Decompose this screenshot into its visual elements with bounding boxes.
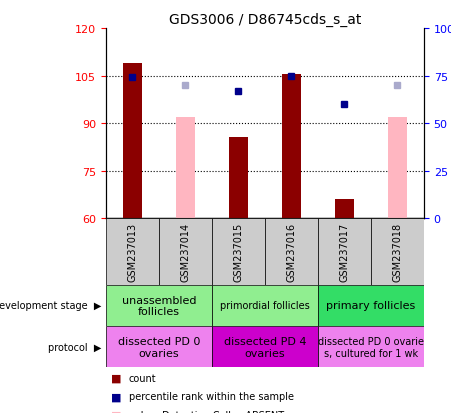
- Text: GSM237016: GSM237016: [286, 222, 296, 281]
- Bar: [318, 326, 424, 368]
- Bar: [123, 64, 142, 219]
- Bar: [106, 285, 212, 326]
- Bar: [229, 138, 248, 219]
- Text: ■: ■: [110, 373, 121, 383]
- Title: GDS3006 / D86745cds_s_at: GDS3006 / D86745cds_s_at: [169, 12, 361, 26]
- Text: primary follicles: primary follicles: [327, 301, 415, 311]
- Bar: [371, 219, 424, 285]
- Text: GSM237018: GSM237018: [392, 222, 402, 281]
- Bar: [282, 75, 301, 219]
- Bar: [212, 326, 318, 368]
- Text: development stage  ▶: development stage ▶: [0, 301, 101, 311]
- Text: dissected PD 4
ovaries: dissected PD 4 ovaries: [224, 336, 306, 358]
- Text: unassembled
follicles: unassembled follicles: [122, 295, 196, 316]
- Bar: [159, 219, 212, 285]
- Text: primordial follicles: primordial follicles: [220, 301, 310, 311]
- Bar: [388, 118, 407, 219]
- Bar: [106, 219, 159, 285]
- Text: dissected PD 0 ovarie
s, cultured for 1 wk: dissected PD 0 ovarie s, cultured for 1 …: [318, 336, 424, 358]
- Text: value, Detection Call = ABSENT: value, Detection Call = ABSENT: [129, 410, 284, 413]
- Text: dissected PD 0
ovaries: dissected PD 0 ovaries: [118, 336, 200, 358]
- Bar: [265, 219, 318, 285]
- Text: GSM237014: GSM237014: [180, 222, 190, 281]
- Text: GSM237013: GSM237013: [128, 222, 138, 281]
- Bar: [176, 118, 195, 219]
- Text: protocol  ▶: protocol ▶: [48, 342, 101, 352]
- Text: count: count: [129, 373, 156, 383]
- Text: ■: ■: [110, 392, 121, 401]
- Bar: [212, 285, 318, 326]
- Text: ■: ■: [110, 410, 121, 413]
- Bar: [318, 285, 424, 326]
- Bar: [106, 326, 212, 368]
- Text: GSM237017: GSM237017: [340, 222, 350, 281]
- Text: percentile rank within the sample: percentile rank within the sample: [129, 392, 294, 401]
- Bar: [212, 219, 265, 285]
- Text: GSM237015: GSM237015: [234, 222, 244, 281]
- Bar: [318, 219, 371, 285]
- Bar: [335, 200, 354, 219]
